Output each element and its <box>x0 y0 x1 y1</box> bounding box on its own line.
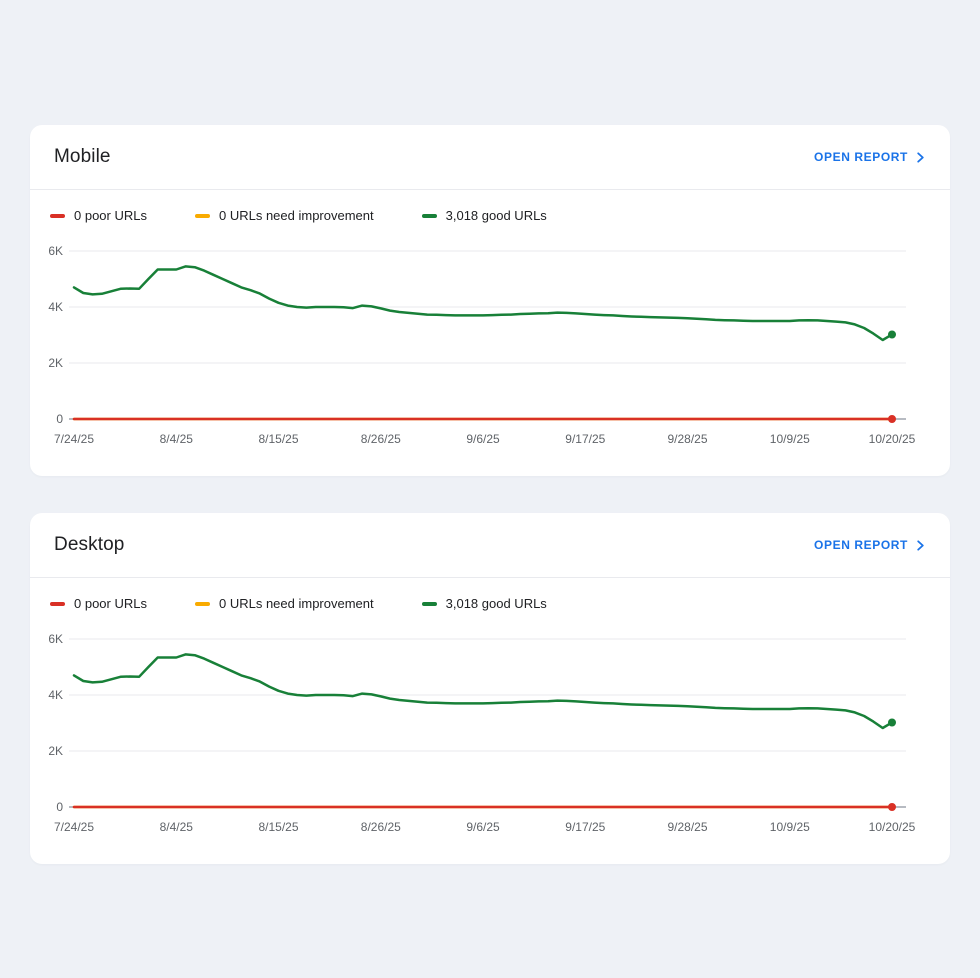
legend-swatch-good <box>422 602 437 606</box>
legend-label-needs-improvement: 0 URLs need improvement <box>219 208 374 223</box>
x-axis-tick-label: 10/20/25 <box>869 432 916 446</box>
chart-legend-mobile: 0 poor URLs 0 URLs need improvement 3,01… <box>48 208 932 223</box>
legend-item-good: 3,018 good URLs <box>422 596 547 611</box>
card-header-desktop: Desktop OPEN REPORT <box>30 513 950 578</box>
y-axis-tick-label: 2K <box>48 356 63 370</box>
good-urls-endpoint-dot[interactable] <box>888 331 896 339</box>
x-axis-tick-label: 9/17/25 <box>565 432 605 446</box>
cwv-chart-mobile[interactable]: 6K 4K 2K 0 7/24/25 8/4/25 8/15/25 8/26/25 9/6/25… <box>48 241 932 456</box>
legend-item-needs-improvement: 0 URLs need improvement <box>195 596 374 611</box>
poor-urls-endpoint-dot[interactable] <box>888 415 896 423</box>
x-axis-tick-label: 9/28/25 <box>667 820 707 834</box>
x-axis-tick-label: 8/4/25 <box>160 820 194 834</box>
legend-label-needs-improvement: 0 URLs need improvement <box>219 596 374 611</box>
legend-swatch-needs-improvement <box>195 602 210 606</box>
legend-swatch-good <box>422 214 437 218</box>
x-axis-tick-label: 10/20/25 <box>869 820 916 834</box>
chevron-right-icon <box>915 540 926 551</box>
line-chart-svg[interactable]: 6K 4K 2K 0 7/24/25 8/4/25 8/15/25 8/26/25 9/6/25… <box>48 241 918 456</box>
card-title-mobile: Mobile <box>54 146 111 168</box>
good-urls-endpoint-dot[interactable] <box>888 719 896 727</box>
legend-item-good: 3,018 good URLs <box>422 208 547 223</box>
device-card-mobile: Mobile OPEN REPORT 0 poor URLs 0 URLs ne… <box>30 125 950 476</box>
legend-label-good: 3,018 good URLs <box>446 208 547 223</box>
device-card-desktop: Desktop OPEN REPORT 0 poor URLs 0 URLs n… <box>30 513 950 864</box>
y-axis-tick-label: 4K <box>48 688 63 702</box>
x-axis-tick-label: 8/15/25 <box>258 432 298 446</box>
good-urls-line[interactable] <box>74 266 892 340</box>
open-report-link-mobile[interactable]: OPEN REPORT <box>814 150 926 164</box>
x-axis-tick-label: 8/15/25 <box>258 820 298 834</box>
y-axis-tick-label: 4K <box>48 300 63 314</box>
card-title-desktop: Desktop <box>54 534 124 556</box>
line-chart-svg[interactable]: 6K 4K 2K 0 7/24/25 8/4/25 8/15/25 8/26/25 9/6/25… <box>48 629 918 844</box>
core-web-vitals-page: Mobile OPEN REPORT 0 poor URLs 0 URLs ne… <box>0 0 980 864</box>
chevron-right-icon <box>915 152 926 163</box>
open-report-link-desktop[interactable]: OPEN REPORT <box>814 538 926 552</box>
chart-legend-desktop: 0 poor URLs 0 URLs need improvement 3,01… <box>48 596 932 611</box>
legend-label-poor: 0 poor URLs <box>74 596 147 611</box>
x-axis-tick-label: 10/9/25 <box>770 820 810 834</box>
legend-swatch-poor <box>50 214 65 218</box>
legend-swatch-poor <box>50 602 65 606</box>
poor-urls-endpoint-dot[interactable] <box>888 803 896 811</box>
card-body-mobile: 0 poor URLs 0 URLs need improvement 3,01… <box>30 190 950 476</box>
x-axis-tick-label: 9/28/25 <box>667 432 707 446</box>
open-report-label: OPEN REPORT <box>814 538 908 552</box>
x-axis-tick-label: 9/6/25 <box>466 820 500 834</box>
y-axis-tick-label: 0 <box>56 800 63 814</box>
x-axis-tick-label: 9/17/25 <box>565 820 605 834</box>
card-header-mobile: Mobile OPEN REPORT <box>30 125 950 190</box>
legend-item-poor: 0 poor URLs <box>50 208 147 223</box>
x-axis-tick-label: 8/26/25 <box>361 432 401 446</box>
x-axis-tick-label: 7/24/25 <box>54 432 94 446</box>
legend-label-poor: 0 poor URLs <box>74 208 147 223</box>
card-body-desktop: 0 poor URLs 0 URLs need improvement 3,01… <box>30 578 950 864</box>
x-axis-tick-label: 8/4/25 <box>160 432 194 446</box>
legend-label-good: 3,018 good URLs <box>446 596 547 611</box>
open-report-label: OPEN REPORT <box>814 150 908 164</box>
x-axis-tick-label: 9/6/25 <box>466 432 500 446</box>
x-axis-tick-label: 8/26/25 <box>361 820 401 834</box>
y-axis-tick-label: 6K <box>48 244 63 258</box>
legend-item-needs-improvement: 0 URLs need improvement <box>195 208 374 223</box>
legend-swatch-needs-improvement <box>195 214 210 218</box>
y-axis-tick-label: 6K <box>48 632 63 646</box>
x-axis-tick-label: 10/9/25 <box>770 432 810 446</box>
good-urls-line[interactable] <box>74 654 892 728</box>
x-axis-tick-label: 7/24/25 <box>54 820 94 834</box>
legend-item-poor: 0 poor URLs <box>50 596 147 611</box>
y-axis-tick-label: 2K <box>48 744 63 758</box>
cwv-chart-desktop[interactable]: 6K 4K 2K 0 7/24/25 8/4/25 8/15/25 8/26/25 9/6/25… <box>48 629 932 844</box>
y-axis-tick-label: 0 <box>56 412 63 426</box>
